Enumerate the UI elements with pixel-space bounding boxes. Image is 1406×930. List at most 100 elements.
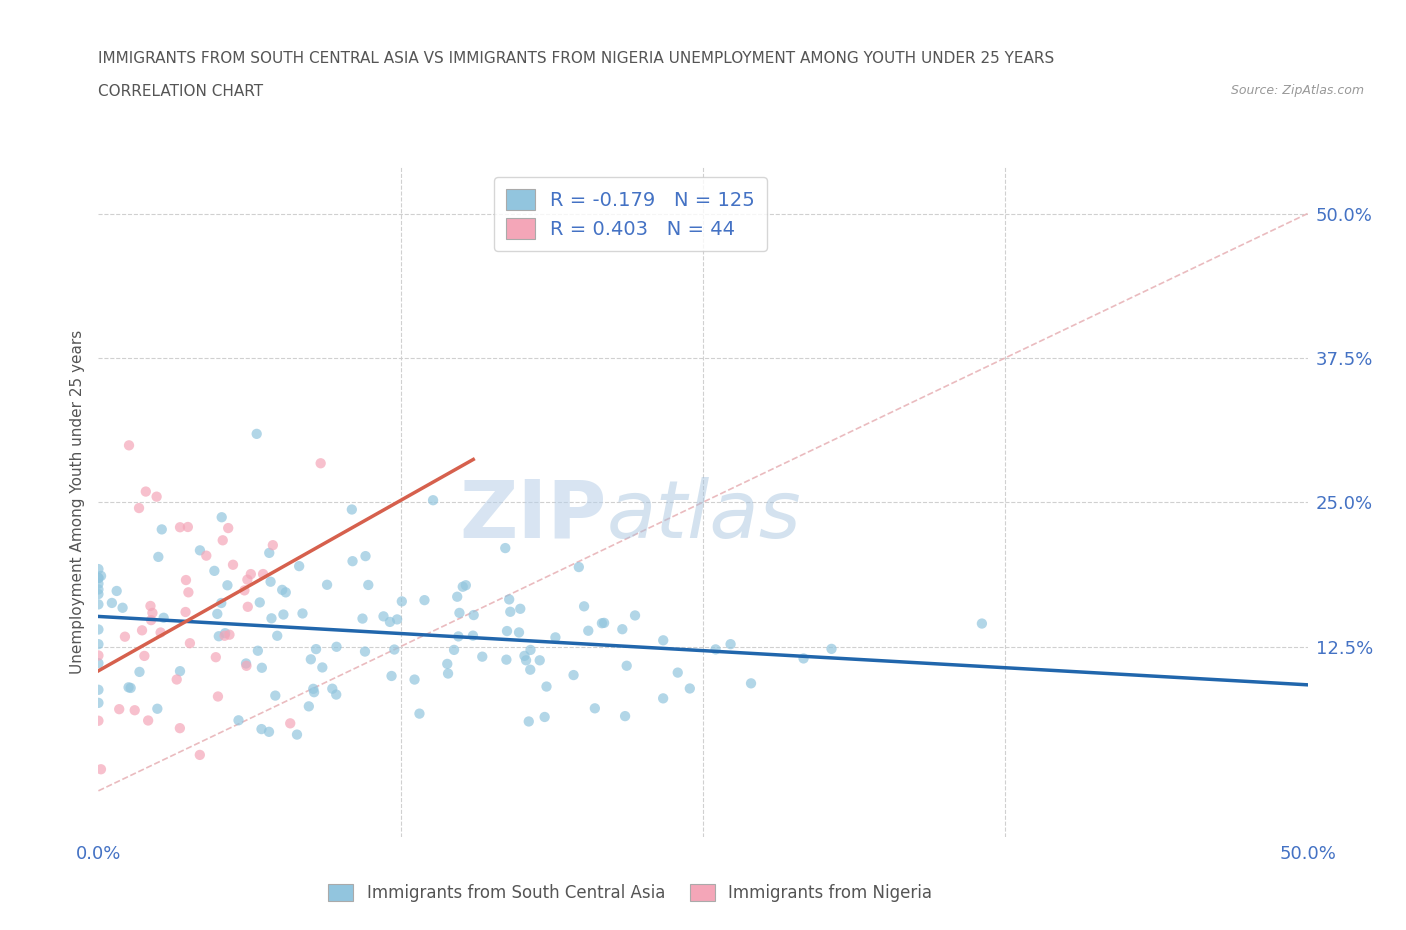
Point [195,548,218,563]
Point [250,660,273,675]
Point [679,681,702,696]
Point [111,601,134,616]
Point [217,521,239,536]
Point [298,699,321,714]
Point [207,606,229,621]
Point [404,672,426,687]
Point [214,629,236,644]
Point [437,666,460,681]
Point [124,703,146,718]
Point [252,566,274,581]
Point [128,500,150,515]
Point [87,571,110,586]
Point [321,682,343,697]
Point [211,533,233,548]
Point [340,502,363,517]
Point [704,642,727,657]
Point [188,748,211,763]
Text: Source: ZipAtlas.com: Source: ZipAtlas.com [1230,84,1364,97]
Point [454,578,477,592]
Point [87,683,110,698]
Y-axis label: Unemployment Among Youth under 25 years: Unemployment Among Youth under 25 years [69,330,84,674]
Point [141,605,163,620]
Point [494,540,516,555]
Point [583,701,606,716]
Point [666,665,689,680]
Point [117,680,139,695]
Point [87,622,110,637]
Point [148,550,170,565]
Point [235,658,257,673]
Point [352,611,374,626]
Point [136,713,159,728]
Point [90,568,112,583]
Point [87,696,110,711]
Point [278,716,301,731]
Point [422,493,444,508]
Point [146,701,169,716]
Point [342,553,364,568]
Point [257,724,280,739]
Point [87,656,110,671]
Point [378,615,401,630]
Point [449,605,471,620]
Point [236,572,259,587]
Point [515,653,537,668]
Point [87,570,110,585]
Point [166,672,188,687]
Point [591,616,613,631]
Point [169,721,191,736]
Point [544,630,567,644]
Point [177,585,200,600]
Point [228,713,250,728]
Point [970,616,993,631]
Point [87,587,110,602]
Point [499,604,522,619]
Point [572,599,595,614]
Point [513,648,536,663]
Point [447,629,470,644]
Point [519,662,541,677]
Point [246,427,269,442]
Point [382,642,405,657]
Point [496,624,519,639]
Point [259,546,281,561]
Point [120,681,142,696]
Point [302,682,325,697]
Point [288,559,311,574]
Legend: Immigrants from South Central Asia, Immigrants from Nigeria: Immigrants from South Central Asia, Immi… [322,878,939,909]
Point [568,560,591,575]
Point [246,644,269,658]
Point [793,651,815,666]
Point [309,456,332,471]
Point [443,643,465,658]
Point [385,612,408,627]
Point [262,538,284,552]
Point [149,625,172,640]
Point [128,664,150,679]
Point [373,609,395,624]
Point [259,575,281,590]
Point [471,649,494,664]
Point [311,660,333,675]
Point [720,637,742,652]
Point [87,577,110,591]
Point [174,573,197,588]
Text: IMMIGRANTS FROM SOUTH CENTRAL ASIA VS IMMIGRANTS FROM NIGERIA UNEMPLOYMENT AMONG: IMMIGRANTS FROM SOUTH CENTRAL ASIA VS IM… [98,51,1054,66]
Point [562,668,585,683]
Point [105,583,128,598]
Point [239,566,262,581]
Point [139,599,162,614]
Point [250,722,273,737]
Point [87,713,110,728]
Point [114,630,136,644]
Point [214,626,236,641]
Point [152,610,174,625]
Point [208,629,231,644]
Point [169,520,191,535]
Point [509,602,531,617]
Point [529,653,551,668]
Point [593,616,616,631]
Point [174,604,197,619]
Point [519,643,541,658]
